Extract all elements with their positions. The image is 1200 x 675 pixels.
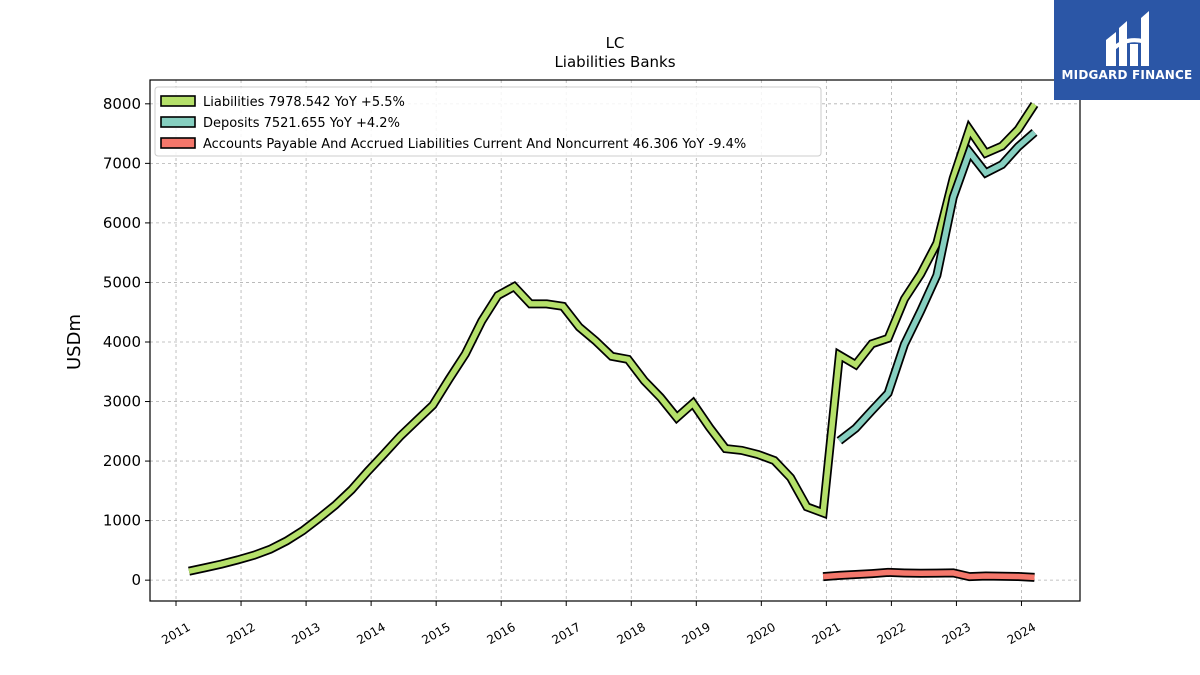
y-tick-label: 0 xyxy=(131,571,141,589)
chart-title: LC xyxy=(606,34,625,52)
y-axis-label: USDm xyxy=(64,314,85,370)
logo-text: MIDGARD FINANCE xyxy=(1061,68,1193,82)
legend-swatch-2 xyxy=(160,137,196,149)
y-tick-label: 7000 xyxy=(103,154,141,172)
x-tick-label: 2022 xyxy=(875,620,908,647)
legend-swatch-0 xyxy=(160,95,196,107)
x-tick-label: 2014 xyxy=(354,620,387,647)
legend: Liabilities 7978.542 YoY +5.5% Deposits 7… xyxy=(154,86,822,157)
x-tick-label: 2024 xyxy=(1005,620,1038,647)
y-tick-label: 4000 xyxy=(103,333,141,351)
series-outline-1 xyxy=(836,129,1038,445)
series-group xyxy=(188,101,1039,582)
series-line-1 xyxy=(837,130,1037,443)
series-line-0 xyxy=(188,102,1037,574)
chart-subtitle: Liabilities Banks xyxy=(554,53,675,71)
legend-label-0: Liabilities 7978.542 YoY +5.5% xyxy=(203,95,405,110)
y-tick-label: 1000 xyxy=(103,512,141,530)
x-tick-label: 2021 xyxy=(810,620,843,647)
x-tick-label: 2016 xyxy=(484,620,517,647)
x-tick-label: 2020 xyxy=(745,620,778,647)
y-tick-label: 3000 xyxy=(103,393,141,411)
y-tick-label: 5000 xyxy=(103,273,141,291)
legend-label-2: Accounts Payable And Accrued Liabilities… xyxy=(203,137,746,152)
x-tick-label: 2023 xyxy=(940,620,973,647)
legend-label-1: Deposits 7521.655 YoY +4.2% xyxy=(203,116,400,131)
legend-swatch-1 xyxy=(160,116,196,128)
series-line-2 xyxy=(822,569,1035,581)
legend-box xyxy=(154,86,822,157)
x-tick-label: 2017 xyxy=(549,620,582,647)
x-tick-label: 2018 xyxy=(615,620,648,647)
x-tick-label: 2015 xyxy=(419,620,452,647)
midgard-logo-icon xyxy=(1106,11,1149,66)
x-tick-label: 2013 xyxy=(289,620,322,647)
grid xyxy=(150,80,1080,601)
midgard-finance-logo: MIDGARD FINANCE xyxy=(1054,0,1200,100)
y-tick-label: 8000 xyxy=(103,95,141,113)
x-tick-label: 2012 xyxy=(224,620,257,647)
x-tick-label: 2019 xyxy=(680,620,713,647)
y-tick-label: 6000 xyxy=(103,214,141,232)
y-tick-label: 2000 xyxy=(103,452,141,470)
x-tick-label: 2011 xyxy=(159,620,192,647)
plot-frame xyxy=(149,79,1081,602)
